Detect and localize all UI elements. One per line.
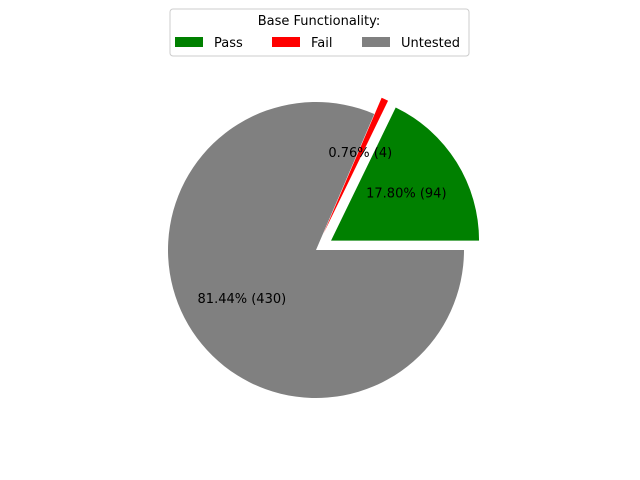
pie-slice-pass [331,107,480,241]
legend-items: Pass Fail Untested [175,36,460,51]
legend-title: Base Functionality: [258,14,381,29]
pie-slice-untested [168,102,464,398]
legend-swatch-untested [362,37,390,47]
legend-swatch-fail [272,37,300,47]
legend-frame [169,8,470,57]
legend: Base Functionality: Pass Fail Untested [169,8,470,57]
slice-label-untested: 81.44% (430) [198,292,287,307]
legend-label-fail: Fail [311,36,332,51]
pie-slice-fail [323,97,389,234]
pie-labels: 17.80% (94) 0.76% (4) 81.44% (430) [198,146,447,307]
slice-label-pass: 17.80% (94) [366,186,446,201]
legend-swatch-pass [175,37,203,47]
legend-label-untested: Untested [401,36,460,51]
slice-label-fail: 0.76% (4) [328,146,392,161]
pie-slices [168,97,480,398]
legend-label-pass: Pass [214,36,243,51]
